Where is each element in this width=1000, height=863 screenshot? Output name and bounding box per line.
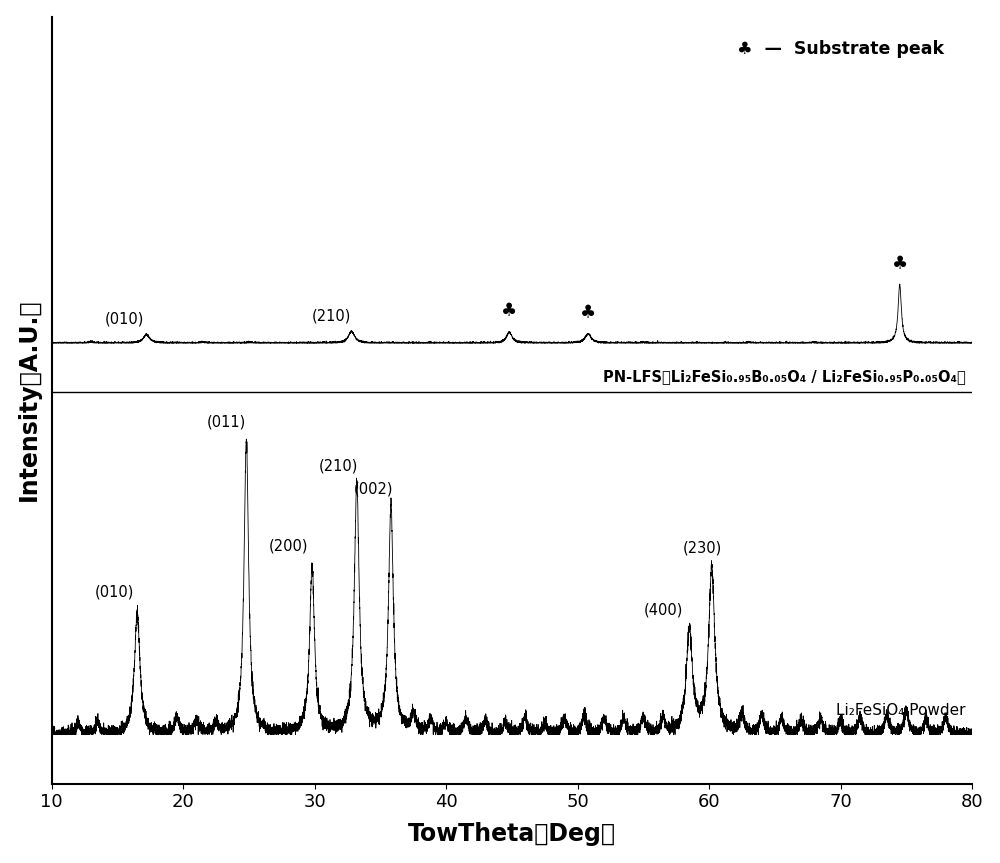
Text: (002): (002) xyxy=(354,481,394,496)
Text: ♣  —  Substrate peak: ♣ — Substrate peak xyxy=(737,40,944,58)
Text: (010): (010) xyxy=(95,585,135,600)
Text: Li₂FeSiO₄ Powder: Li₂FeSiO₄ Powder xyxy=(836,703,965,718)
Text: (210): (210) xyxy=(319,458,358,473)
Text: PN-LFS（Li₂FeSi₀.₉₅B₀.₀₅O₄ / Li₂FeSi₀.₉₅P₀.₀₅O₄）: PN-LFS（Li₂FeSi₀.₉₅B₀.₀₅O₄ / Li₂FeSi₀.₉₅P… xyxy=(603,369,965,384)
Text: (011): (011) xyxy=(207,414,246,429)
Y-axis label: Intensity（A.U.）: Intensity（A.U.） xyxy=(17,299,41,501)
Text: (210): (210) xyxy=(312,308,351,323)
Text: ♣: ♣ xyxy=(580,305,596,323)
X-axis label: TowTheta（Deg）: TowTheta（Deg） xyxy=(408,822,616,847)
Text: ♣: ♣ xyxy=(501,302,517,320)
Text: (010): (010) xyxy=(104,312,144,326)
Text: (400): (400) xyxy=(643,602,683,617)
Text: (230): (230) xyxy=(683,541,722,556)
Text: (200): (200) xyxy=(269,539,308,553)
Text: ♣: ♣ xyxy=(892,255,908,273)
